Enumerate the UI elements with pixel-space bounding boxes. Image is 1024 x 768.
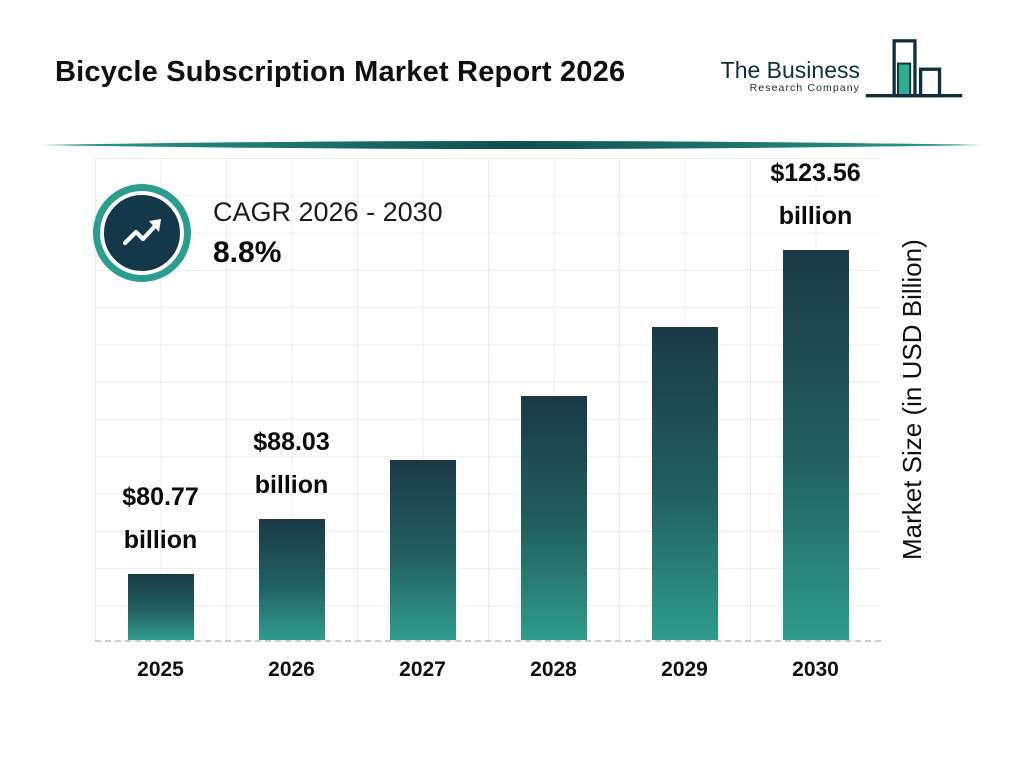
bar-value-label-2030: $123.56 billion	[770, 159, 861, 230]
bar-group-2025: $80.77 billion	[95, 476, 226, 640]
bar-value-label-2025: $80.77 billion	[122, 483, 199, 554]
x-tick-2025: 2025	[137, 658, 184, 681]
divider	[40, 138, 984, 152]
bar-group-2030: $123.56 billion	[750, 152, 881, 640]
chart: CAGR 2026 - 2030 8.8% $80.77 billion $88.0…	[93, 158, 1024, 682]
cagr-value: 8.8%	[213, 235, 282, 269]
x-tick-2027: 2027	[399, 658, 446, 681]
x-tick-2029: 2029	[661, 658, 708, 681]
bar-chart-logo-icon	[865, 39, 963, 98]
bar-value-label-2026: $88.03 billion	[253, 428, 330, 499]
x-axis-labels: 2025 2026 2027 2028 2029 2030	[95, 642, 881, 682]
bar-group-2028	[488, 396, 619, 640]
bar-2028	[520, 396, 587, 640]
bar-group-2026: $88.03 billion	[226, 421, 357, 640]
cagr-text: CAGR 2026 - 2030 8.8%	[213, 197, 443, 270]
plot-column: CAGR 2026 - 2030 8.8% $80.77 billion $88.0…	[93, 158, 881, 682]
bar-2026	[258, 519, 325, 640]
x-tick-2028: 2028	[530, 658, 577, 681]
bar-series: $80.77 billion $88.03 billion $123.56 billion	[95, 158, 881, 640]
logo-text: The Business Research Company	[721, 58, 860, 94]
cagr-callout: CAGR 2026 - 2030 8.8%	[93, 184, 443, 282]
bar-2029	[651, 327, 718, 640]
logo-name: The Business	[720, 57, 860, 83]
x-tick-2030: 2030	[792, 658, 839, 681]
page-title: Bicycle Subscription Market Report 2026	[55, 56, 626, 88]
trend-up-icon	[100, 191, 184, 275]
x-tick-2026: 2026	[268, 658, 315, 681]
bar-2030	[782, 250, 849, 640]
y-axis-title: Market Size (in USD Billion)	[897, 239, 927, 561]
bar-2027	[389, 460, 456, 640]
trend-up-badge	[93, 184, 191, 282]
logo-subtitle: Research Company	[749, 82, 860, 95]
company-logo: The Business Research Company	[721, 34, 966, 112]
bar-group-2027	[357, 460, 488, 640]
bar-group-2029	[619, 327, 750, 640]
header: Bicycle Subscription Market Report 2026 …	[0, 0, 1024, 112]
bar-2025	[127, 574, 194, 640]
plot-area: CAGR 2026 - 2030 8.8% $80.77 billion $88.0…	[93, 158, 881, 642]
cagr-label: CAGR 2026 - 2030	[213, 196, 443, 227]
